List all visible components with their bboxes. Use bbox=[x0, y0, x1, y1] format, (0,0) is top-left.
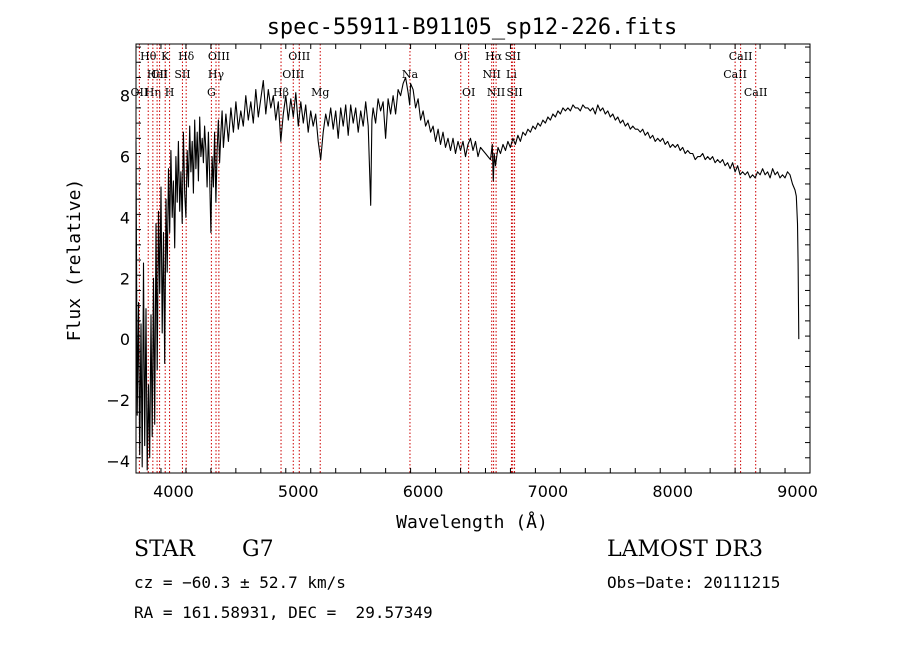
line-label-8: Hδ bbox=[178, 50, 195, 63]
emission-line-markers: OIIHθHηHeICIIKHSIIHδGHγOIIIHβOIIIOIIIMgN… bbox=[131, 44, 768, 473]
line-label-25: CaII bbox=[723, 68, 747, 81]
x-tick-label-0: 4000 bbox=[153, 482, 194, 501]
line-label-10: Hγ bbox=[208, 68, 225, 81]
x-tick-label-2: 6000 bbox=[403, 482, 444, 501]
line-label-11: OIII bbox=[208, 50, 230, 63]
line-label-18: OI bbox=[462, 86, 475, 99]
line-label-20: Hα bbox=[485, 50, 503, 63]
line-label-4: CII bbox=[151, 68, 168, 81]
line-label-21: NII bbox=[487, 86, 505, 99]
y-axis-label: Flux (relative) bbox=[64, 179, 85, 342]
line-label-19: NII bbox=[483, 68, 501, 81]
spectrum-line bbox=[135, 76, 800, 471]
y-tick-label-6: 8 bbox=[120, 87, 130, 106]
line-label-2: Hη bbox=[145, 86, 161, 99]
spectrum-series bbox=[135, 76, 800, 471]
plot-frame bbox=[135, 43, 811, 474]
line-label-13: OIII bbox=[282, 68, 304, 81]
line-label-1: Hθ bbox=[140, 50, 157, 63]
y-tick-label-2: 0 bbox=[120, 330, 130, 349]
line-label-14: OIII bbox=[288, 50, 310, 63]
survey-name: LAMOST DR3 bbox=[607, 537, 763, 562]
redshift-cz: cz = −60.3 ± 52.7 km/s bbox=[134, 573, 346, 592]
line-label-9: G bbox=[207, 86, 216, 99]
y-tick-label-1: −2 bbox=[106, 391, 130, 410]
ra-dec-coordinates: RA = 161.58931, DEC = 29.57349 bbox=[134, 603, 433, 622]
line-label-24: SII bbox=[506, 86, 522, 99]
line-label-16: Na bbox=[402, 68, 419, 81]
line-label-7: SII bbox=[174, 68, 190, 81]
line-label-5: K bbox=[161, 50, 170, 63]
x-tick-label-3: 7000 bbox=[528, 482, 569, 501]
axes: 4000 5000 6000 7000 8000 9000 −4 −2 0 2 4 6 8 bbox=[106, 43, 818, 501]
observation-date: Obs−Date: 20111215 bbox=[607, 573, 781, 592]
y-tick-label-0: −4 bbox=[106, 452, 130, 471]
line-label-17: OI bbox=[454, 50, 467, 63]
y-tick-label-5: 6 bbox=[120, 148, 130, 167]
object-subclass: G7 bbox=[242, 537, 274, 562]
object-class: STAR bbox=[134, 537, 195, 562]
line-label-3: HeI bbox=[147, 68, 167, 81]
x-tick-label-5: 9000 bbox=[777, 482, 818, 501]
x-tick-label-1: 5000 bbox=[278, 482, 319, 501]
y-tick-label-4: 4 bbox=[120, 208, 130, 227]
chart-title: spec-55911-B91105_sp12-226.fits bbox=[267, 15, 678, 40]
line-label-23: SII bbox=[505, 50, 521, 63]
line-label-26: CaII bbox=[729, 50, 753, 63]
line-label-12: Hβ bbox=[273, 86, 289, 99]
y-tick-label-3: 2 bbox=[120, 269, 130, 288]
line-label-27: CaII bbox=[744, 86, 768, 99]
line-label-22: Li bbox=[506, 68, 517, 81]
x-tick-label-4: 8000 bbox=[652, 482, 693, 501]
line-label-6: H bbox=[165, 86, 175, 99]
x-axis-label: Wavelength (Å) bbox=[396, 511, 548, 533]
line-label-15: Mg bbox=[311, 86, 329, 99]
